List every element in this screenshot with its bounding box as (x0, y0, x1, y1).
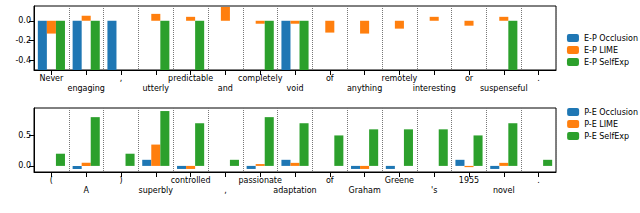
svg-text:): ) (119, 176, 122, 185)
svg-text:P-E SelfExp: P-E SelfExp (584, 132, 629, 141)
svg-text:engaging: engaging (67, 84, 104, 93)
svg-text:-0.2: -0.2 (15, 36, 31, 45)
svg-text:void: void (287, 84, 304, 93)
svg-text:.: . (537, 176, 540, 185)
svg-text:predictable: predictable (168, 74, 213, 83)
svg-text:Greene: Greene (385, 176, 414, 185)
svg-text:0.5: 0.5 (18, 131, 31, 140)
svg-text:of: of (326, 74, 334, 83)
svg-text:completely: completely (238, 74, 283, 83)
svg-text:novel: novel (493, 186, 515, 195)
svg-text:E-P Occlusion: E-P Occlusion (584, 34, 638, 43)
svg-text:or: or (465, 74, 474, 83)
svg-text:0.0: 0.0 (18, 16, 31, 25)
svg-text:controlled: controlled (171, 176, 211, 185)
svg-text:E-P LIME: E-P LIME (584, 46, 618, 55)
svg-text:'s: 's (431, 186, 437, 195)
svg-text:P-E Occlusion: P-E Occlusion (584, 108, 638, 117)
svg-text:A: A (83, 186, 89, 195)
svg-text:passionate: passionate (238, 176, 282, 185)
svg-text:,: , (224, 186, 227, 195)
svg-text:suspenseful: suspenseful (480, 84, 528, 93)
svg-text:-0.4: -0.4 (15, 56, 31, 65)
svg-text:.: . (537, 74, 540, 83)
svg-text:of: of (326, 176, 334, 185)
svg-text:E-P SelfExp: E-P SelfExp (584, 58, 629, 67)
svg-text:P-E LIME: P-E LIME (584, 120, 618, 129)
svg-text:adaptation: adaptation (273, 186, 316, 195)
svg-text:1955: 1955 (459, 176, 479, 185)
svg-text:and: and (218, 84, 233, 93)
svg-text:(: ( (50, 176, 53, 185)
svg-text:Never: Never (39, 74, 64, 83)
svg-text:superbly: superbly (139, 186, 174, 195)
svg-text:utterly: utterly (143, 84, 170, 93)
svg-text:interesting: interesting (413, 84, 456, 93)
svg-text:remotely: remotely (382, 74, 418, 83)
svg-text:,: , (120, 74, 123, 83)
svg-text:Graham: Graham (349, 186, 381, 195)
svg-text:0.0: 0.0 (18, 161, 31, 170)
svg-text:anything: anything (347, 84, 382, 93)
